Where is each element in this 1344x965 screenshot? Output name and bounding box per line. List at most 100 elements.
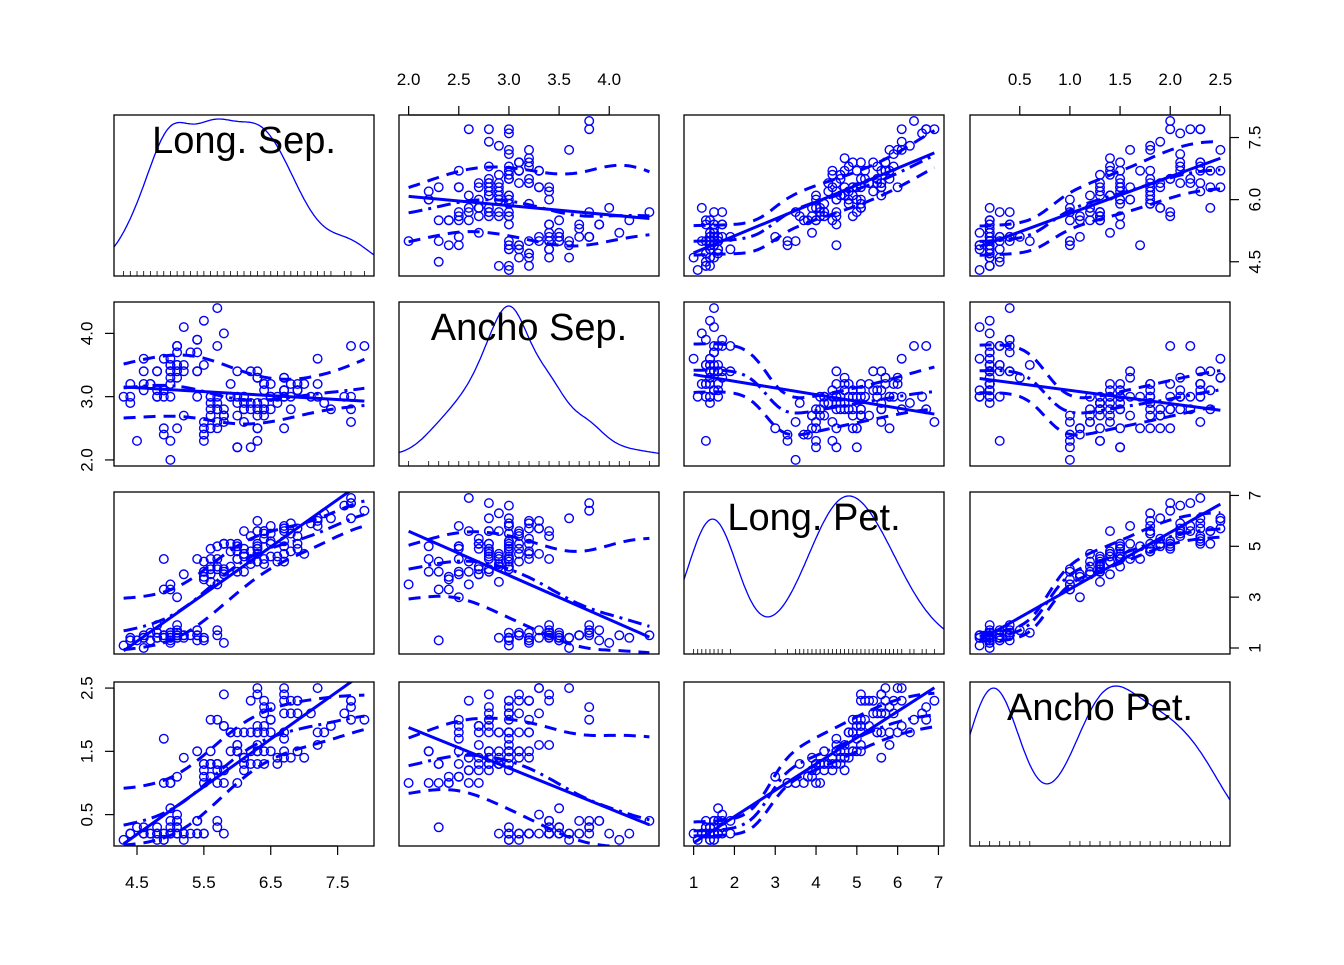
data-point [921, 702, 932, 713]
data-point [232, 398, 243, 409]
data-point [1104, 551, 1115, 562]
data-point [225, 727, 236, 738]
data-point [1104, 417, 1115, 428]
panel-plot-area [688, 115, 940, 276]
data-point [503, 708, 514, 719]
data-point [198, 574, 209, 585]
data-point [1094, 404, 1105, 415]
data-point [259, 410, 270, 421]
data-point [688, 353, 699, 364]
data-point [503, 543, 514, 554]
data-point [483, 538, 494, 549]
data-point [503, 733, 514, 744]
spread-upper-line [693, 691, 935, 824]
data-point [192, 347, 203, 358]
data-point [794, 398, 805, 409]
data-point [503, 149, 514, 160]
data-point [524, 252, 535, 263]
data-point [292, 538, 303, 549]
panel-frame [113, 114, 375, 277]
data-point [700, 260, 711, 271]
data-point [564, 252, 575, 263]
data-point [594, 219, 605, 230]
data-point [1175, 500, 1186, 511]
data-point [493, 554, 504, 565]
density-curve [399, 305, 659, 455]
data-point [564, 513, 575, 524]
data-point [423, 541, 434, 552]
data-point [312, 727, 323, 738]
spread-upper-line [979, 511, 1221, 634]
data-point [544, 526, 555, 537]
data-point [1195, 379, 1206, 390]
data-point [514, 727, 525, 738]
data-point [1155, 533, 1166, 544]
data-point [493, 260, 504, 271]
spread-upper-line [979, 343, 1221, 400]
tick-label: 2 [730, 873, 739, 892]
data-point [876, 385, 887, 396]
data-point [158, 353, 169, 364]
regression-line [693, 373, 935, 416]
data-point [473, 533, 484, 544]
data-point [534, 625, 545, 636]
data-point [1104, 569, 1115, 580]
data-point [423, 746, 434, 757]
data-point [493, 828, 504, 839]
data-point [218, 328, 229, 339]
data-point [514, 630, 525, 641]
data-point [544, 194, 555, 205]
data-point [524, 144, 535, 155]
data-point [544, 252, 555, 263]
data-point [807, 227, 818, 238]
data-point [483, 554, 494, 565]
panel-frame [969, 301, 1231, 467]
data-point [835, 752, 846, 763]
data-point [346, 714, 357, 725]
data-point [584, 822, 595, 833]
panel-plot-area [118, 682, 370, 846]
data-point [165, 366, 176, 377]
data-point [1064, 215, 1075, 226]
data-point [212, 815, 223, 826]
data-point [839, 153, 850, 164]
data-point [514, 526, 525, 537]
tick-label: 5 [1245, 542, 1264, 551]
data-point [198, 759, 209, 770]
data-point [827, 765, 838, 776]
data-point [1185, 391, 1196, 402]
data-point [259, 727, 270, 738]
data-point [252, 410, 263, 421]
data-point [564, 144, 575, 155]
data-point [463, 765, 474, 776]
data-point [974, 227, 985, 238]
data-point [483, 136, 494, 147]
regression-line [123, 385, 365, 403]
data-point [473, 202, 484, 213]
data-point [192, 746, 203, 757]
data-point [312, 353, 323, 364]
data-point [503, 521, 514, 532]
data-point [524, 828, 535, 839]
data-point [238, 727, 249, 738]
data-point [503, 834, 514, 845]
data-point [827, 417, 838, 428]
data-point [1165, 207, 1176, 218]
data-point [238, 417, 249, 428]
data-point [265, 746, 276, 757]
data-point [493, 548, 504, 559]
data-point [984, 260, 995, 271]
data-point [279, 385, 290, 396]
tick-label: 7 [934, 873, 943, 892]
data-point [252, 689, 263, 700]
data-point [463, 215, 474, 226]
data-point [584, 505, 595, 516]
data-point [614, 834, 625, 845]
data-point [185, 828, 196, 839]
data-point [503, 219, 514, 230]
axes: 2.0 2.5 3.0 3.5 4.0 0.5 1.0 1.5 2.0 2.5 4.5 5.5 6.5 7… [77, 70, 1264, 892]
data-point [238, 765, 249, 776]
data-point [544, 740, 555, 751]
tick-label: 7 [1245, 491, 1264, 500]
data-point [346, 702, 357, 713]
